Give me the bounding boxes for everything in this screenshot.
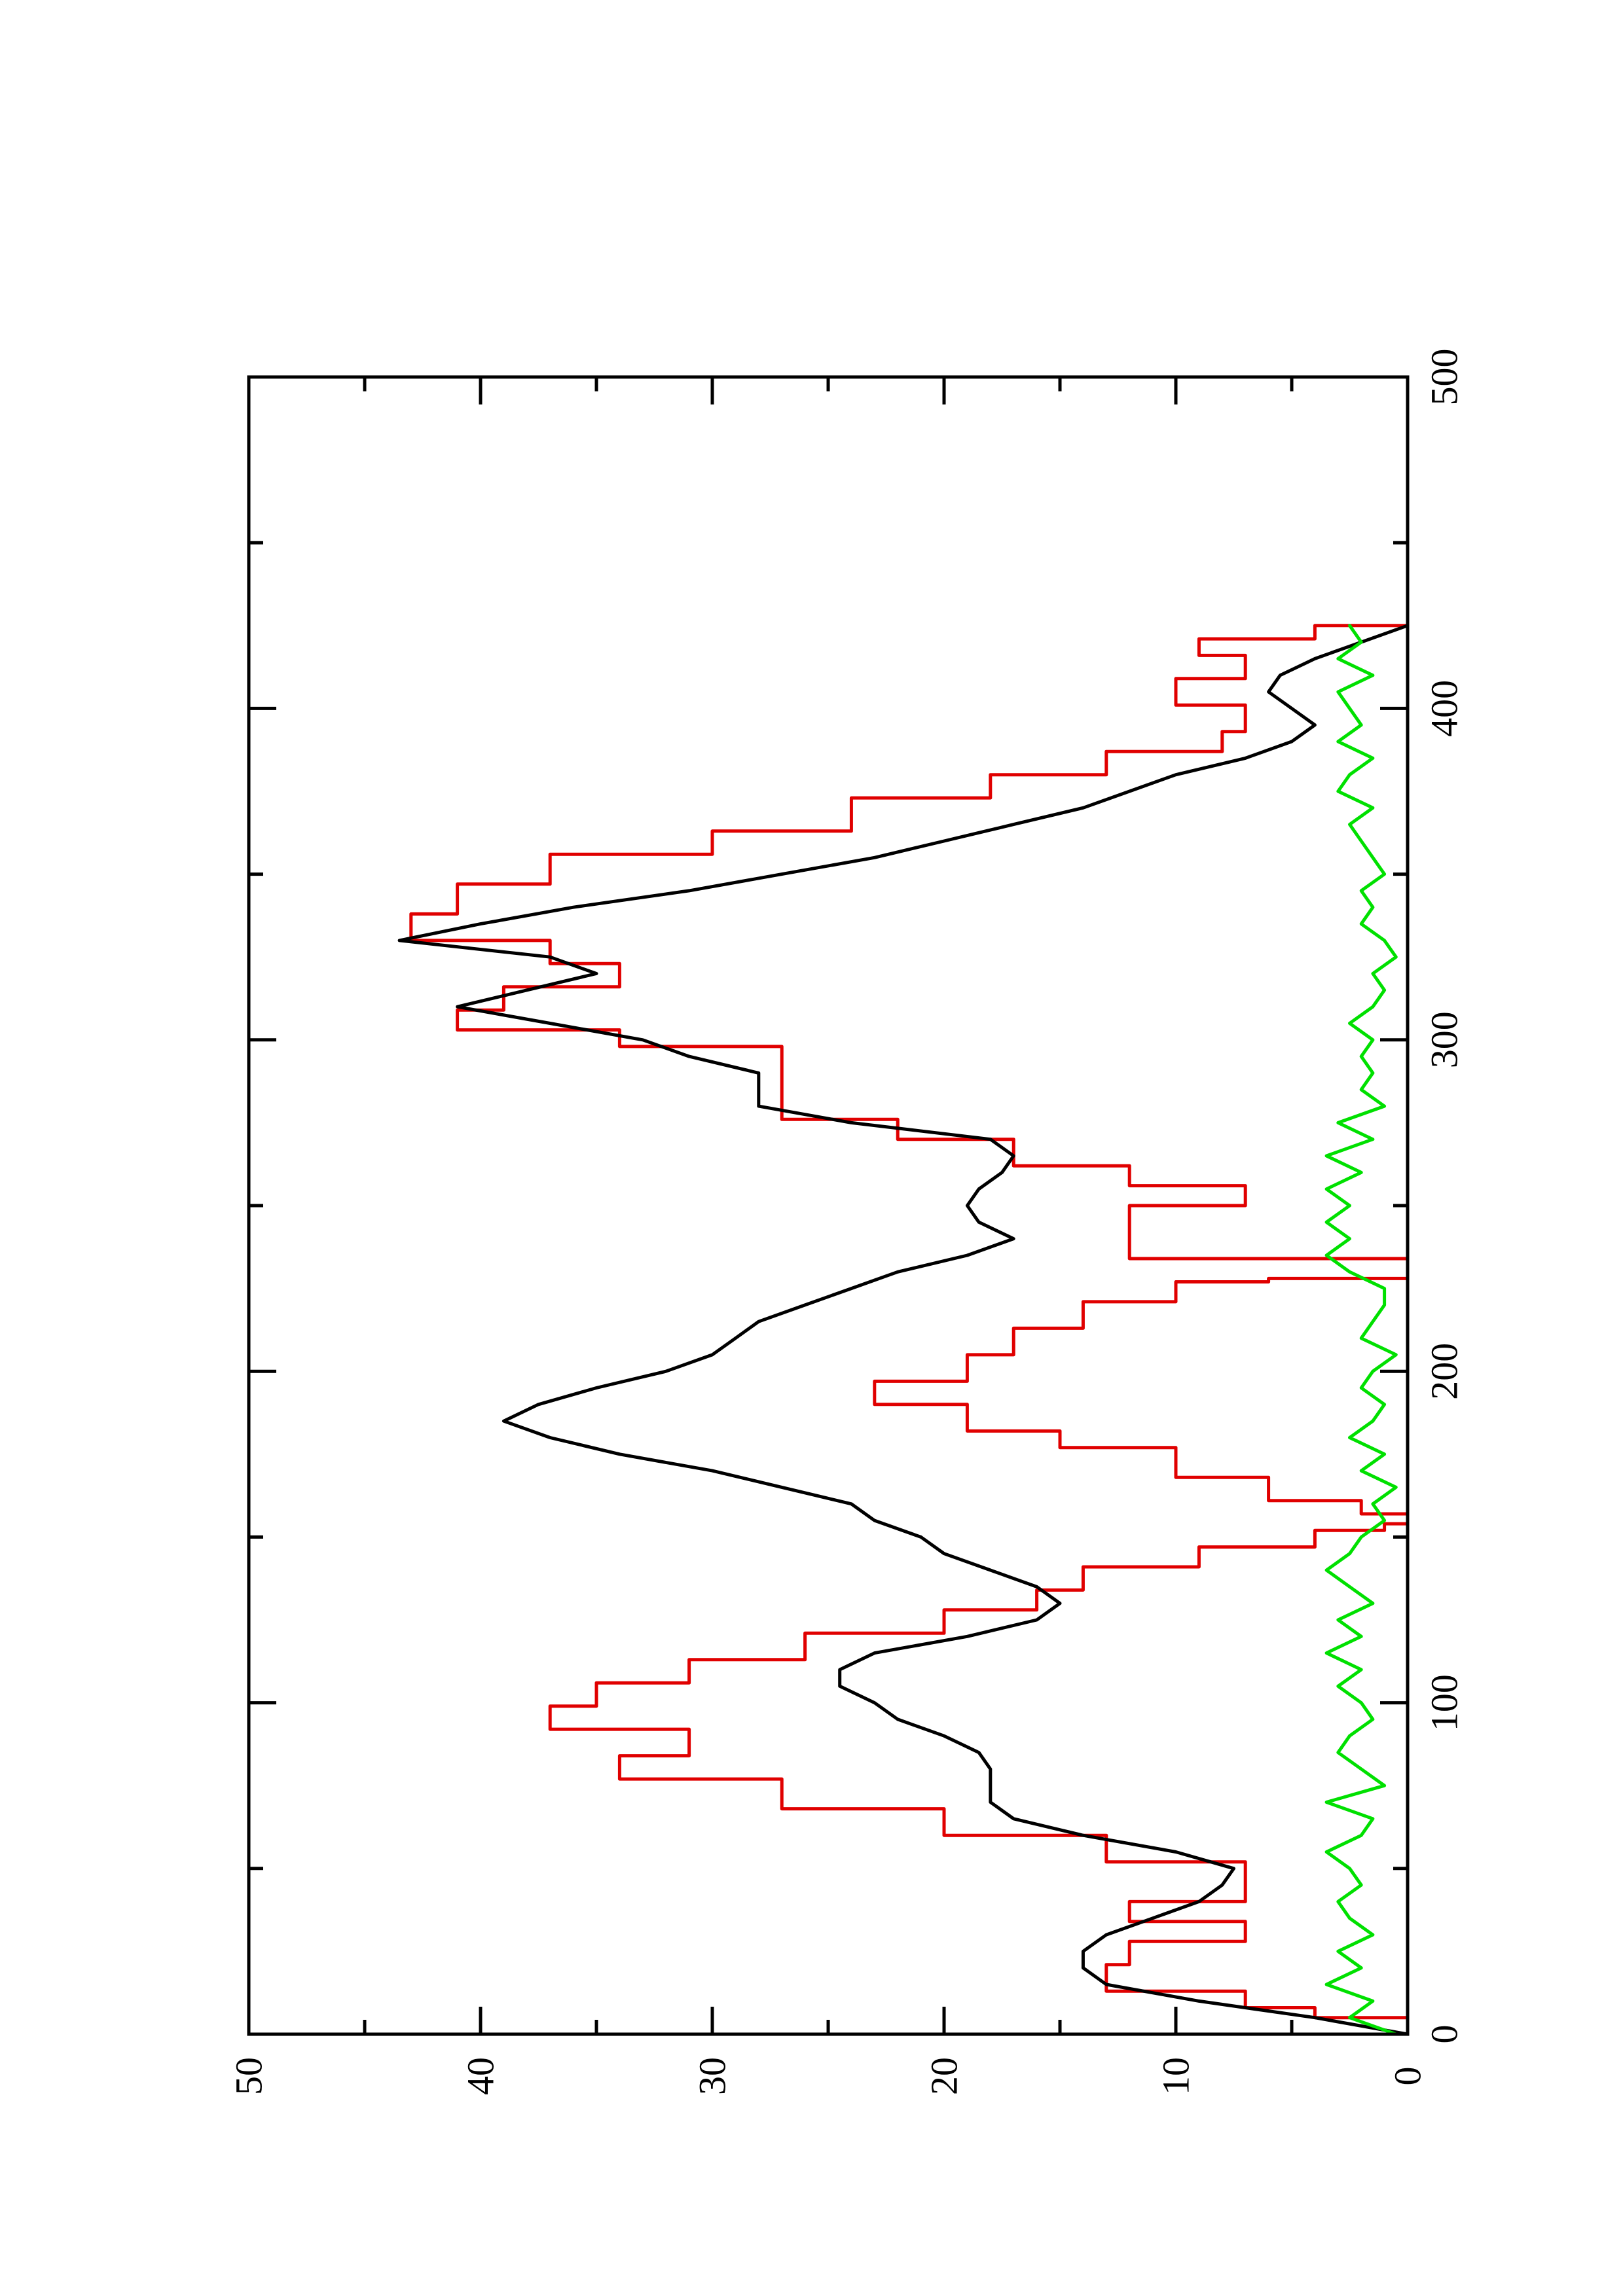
y-tick-label: 20 [923, 2057, 966, 2095]
x-tick-label: 0 [1423, 2025, 1466, 2044]
tick-label-layer: 0 100 200 300 400 500 0 10 20 30 40 50 [228, 349, 1466, 2096]
x-tick-label: 300 [1423, 1011, 1466, 1068]
series-1-line [409, 624, 1410, 2036]
series-layer [397, 624, 1410, 2036]
x-tick-label: 500 [1423, 349, 1466, 406]
y-tick-label: 0 [1387, 2067, 1429, 2086]
x-tick-label: 400 [1423, 680, 1466, 737]
y-tick-label: 30 [691, 2057, 734, 2095]
y-tick-label: 40 [460, 2057, 502, 2095]
tick-layer [247, 375, 1410, 2036]
x-tick-label: 200 [1423, 1343, 1466, 1400]
series-3-line [1324, 624, 1398, 2036]
y-tick-label: 50 [228, 2057, 270, 2095]
y-tick-label: 10 [1155, 2057, 1197, 2095]
x-tick-label: 100 [1423, 1674, 1466, 1731]
series-2-line [397, 624, 1410, 2036]
